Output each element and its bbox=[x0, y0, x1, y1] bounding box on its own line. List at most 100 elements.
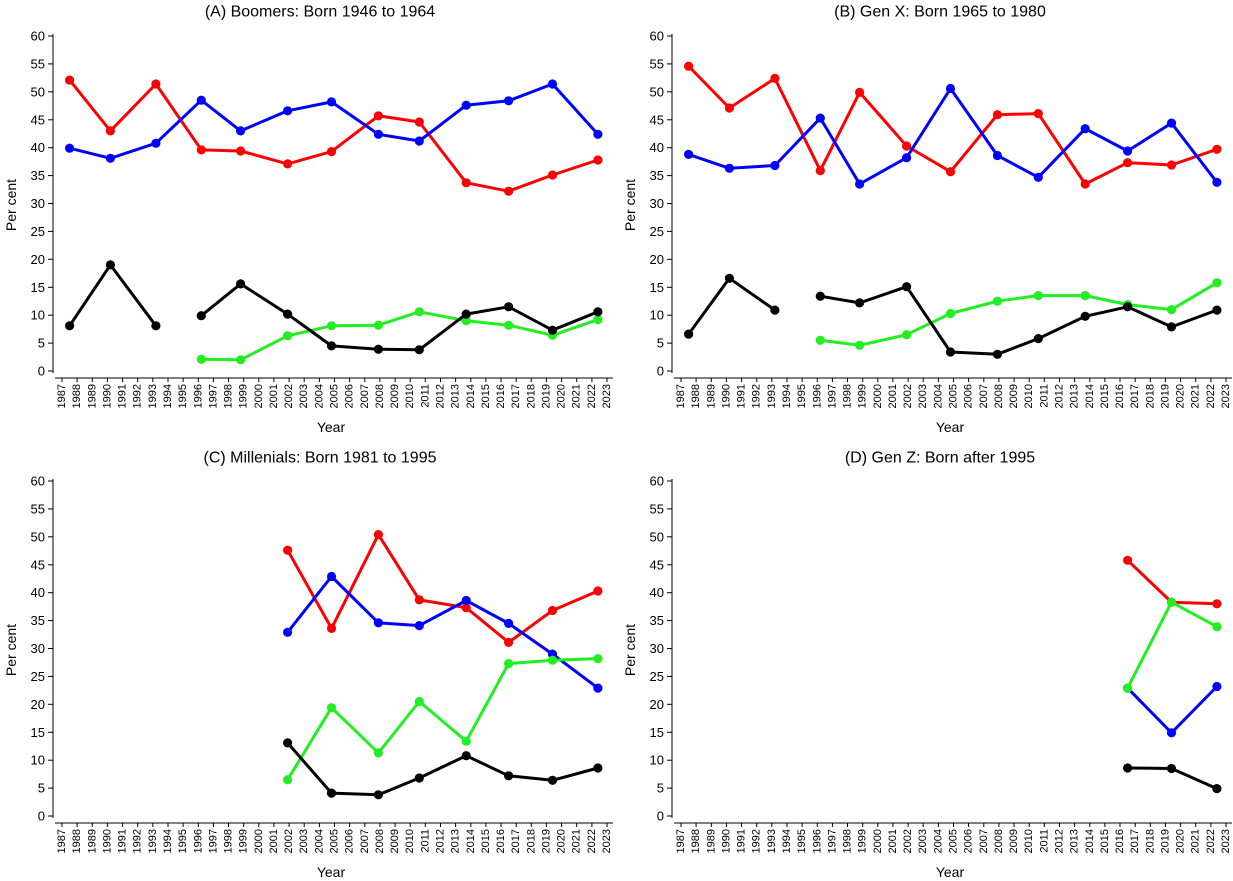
y-axis-label: Per cent bbox=[622, 624, 638, 676]
x-tick-label: 1988 bbox=[690, 829, 702, 853]
x-tick-label: 1987 bbox=[56, 384, 68, 408]
y-tick-label: 35 bbox=[650, 613, 664, 628]
y-tick-label: 10 bbox=[31, 308, 45, 323]
x-tick-label: 2023 bbox=[601, 829, 613, 853]
x-tick-label: 2003 bbox=[298, 829, 310, 853]
x-tick-label: 2013 bbox=[450, 384, 462, 408]
y-tick-label: 5 bbox=[657, 336, 664, 351]
data-point bbox=[65, 321, 75, 331]
x-tick-label: 1993 bbox=[147, 829, 159, 853]
x-tick-label: 1995 bbox=[796, 829, 808, 853]
y-tick-label: 35 bbox=[31, 613, 45, 628]
x-tick-label: 1987 bbox=[56, 829, 68, 853]
x-tick-label: 2022 bbox=[1205, 384, 1217, 408]
series-line bbox=[199, 282, 600, 352]
y-tick-label: 25 bbox=[31, 224, 45, 239]
series-2 bbox=[196, 307, 603, 365]
x-tick-label: 1993 bbox=[147, 384, 159, 408]
series-1 bbox=[65, 79, 603, 163]
x-tick-label: 1998 bbox=[223, 384, 235, 408]
y-tick-label: 60 bbox=[31, 474, 45, 489]
data-point bbox=[815, 166, 825, 176]
x-tick-label: 1991 bbox=[117, 384, 129, 408]
data-point bbox=[326, 147, 337, 157]
series-line bbox=[286, 657, 600, 782]
series-line bbox=[68, 82, 600, 160]
y-axis-ticks: 0 5 10 15 20 25 30 35 40 45 50 55 60 bbox=[31, 474, 53, 824]
y-tick-label: 45 bbox=[650, 112, 664, 127]
data-point bbox=[815, 335, 825, 345]
x-tick-label: 2001 bbox=[268, 829, 280, 853]
series-0 bbox=[65, 75, 603, 196]
data-point bbox=[547, 605, 558, 616]
series-line bbox=[199, 310, 600, 362]
y-tick-label: 35 bbox=[31, 168, 45, 183]
y-tick-label: 15 bbox=[31, 280, 45, 295]
x-tick-label: 1991 bbox=[117, 829, 129, 853]
y-tick-label: 10 bbox=[31, 753, 45, 768]
chart-panel-c: (C) Millenials: Born 1981 to 1995 Per ce… bbox=[3, 450, 613, 880]
x-tick-label: 1989 bbox=[86, 384, 98, 408]
x-tick-label: 1990 bbox=[720, 384, 732, 408]
y-tick-label: 0 bbox=[38, 809, 45, 824]
x-tick-label: 2004 bbox=[932, 829, 944, 853]
data-point bbox=[1212, 144, 1222, 154]
x-tick-label: 2007 bbox=[978, 384, 990, 408]
data-point bbox=[236, 355, 246, 365]
data-point bbox=[236, 126, 246, 136]
y-tick-label: 15 bbox=[31, 725, 45, 740]
x-tick-label: 2010 bbox=[1023, 829, 1035, 853]
x-tick-label: 2006 bbox=[344, 384, 356, 408]
plot-series bbox=[283, 530, 603, 800]
data-point bbox=[1033, 291, 1043, 301]
data-point bbox=[105, 260, 115, 270]
data-point bbox=[724, 163, 734, 173]
x-tick-label: 2009 bbox=[1008, 384, 1020, 408]
series-line bbox=[286, 575, 600, 690]
series-2 bbox=[283, 654, 603, 785]
data-point bbox=[684, 149, 694, 159]
chart-title: (D) Gen Z: Born after 1995 bbox=[845, 450, 1035, 467]
data-point bbox=[326, 788, 337, 798]
data-point bbox=[504, 659, 514, 669]
data-point bbox=[196, 145, 206, 155]
y-tick-label: 55 bbox=[650, 56, 664, 71]
data-point bbox=[724, 273, 734, 283]
x-tick-label: 1995 bbox=[177, 384, 189, 408]
data-point bbox=[593, 683, 603, 693]
x-tick-label: 2018 bbox=[525, 384, 537, 408]
data-point bbox=[1033, 109, 1043, 119]
x-tick-label: 2000 bbox=[872, 829, 884, 853]
series-line bbox=[687, 276, 777, 336]
data-point bbox=[684, 329, 694, 339]
x-tick-label: 2021 bbox=[1190, 829, 1202, 853]
x-tick-label: 1999 bbox=[238, 384, 250, 408]
y-tick-label: 0 bbox=[38, 364, 45, 379]
x-tick-label: 1996 bbox=[192, 829, 204, 853]
x-tick-label: 1992 bbox=[132, 384, 144, 408]
y-tick-label: 45 bbox=[31, 557, 45, 572]
x-tick-label: 2012 bbox=[435, 384, 447, 408]
series-line bbox=[286, 533, 600, 644]
x-tick-label: 1996 bbox=[811, 384, 823, 408]
series-3 bbox=[283, 738, 603, 800]
plot-series bbox=[684, 61, 1222, 359]
data-point bbox=[1212, 784, 1222, 794]
data-point bbox=[504, 637, 514, 647]
data-point bbox=[1123, 302, 1133, 312]
x-tick-label: 2020 bbox=[1175, 829, 1187, 853]
data-point bbox=[196, 311, 206, 321]
data-point bbox=[504, 186, 514, 196]
x-tick-label: 2000 bbox=[253, 384, 265, 408]
x-tick-label: 2010 bbox=[1023, 384, 1035, 408]
series-line bbox=[1126, 685, 1219, 735]
x-tick-label: 2017 bbox=[510, 384, 522, 408]
series-2 bbox=[815, 278, 1222, 350]
x-tick-label: 2021 bbox=[571, 829, 583, 853]
x-tick-label: 1989 bbox=[705, 829, 717, 853]
x-tick-label: 1990 bbox=[101, 829, 113, 853]
x-tick-label: 2022 bbox=[586, 829, 598, 853]
y-tick-label: 45 bbox=[650, 557, 664, 572]
y-tick-label: 60 bbox=[31, 29, 45, 44]
